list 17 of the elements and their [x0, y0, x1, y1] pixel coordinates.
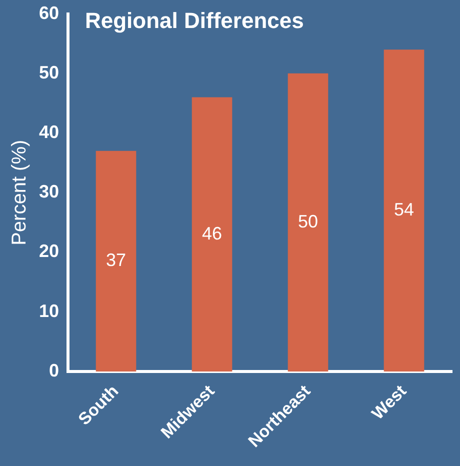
bar	[192, 97, 232, 372]
data-label: 54	[394, 199, 414, 220]
y-tick-label: 50	[38, 62, 60, 82]
bar	[288, 73, 328, 372]
y-tick-label: 10	[38, 300, 60, 321]
y-tick-label: 0	[49, 360, 60, 380]
y-tick-label: 30	[38, 182, 60, 202]
data-label: 37	[106, 250, 126, 270]
y-tick-label: 60	[38, 2, 60, 23]
y-axis-title: Percent (%)	[8, 140, 31, 246]
bar	[96, 150, 136, 372]
data-label: 50	[298, 211, 318, 232]
y-tick-label: 40	[38, 122, 60, 142]
bar	[384, 50, 424, 372]
chart-title: Regional Differences	[85, 8, 304, 34]
y-tick-label: 20	[38, 241, 60, 262]
data-label: 46	[202, 223, 222, 244]
